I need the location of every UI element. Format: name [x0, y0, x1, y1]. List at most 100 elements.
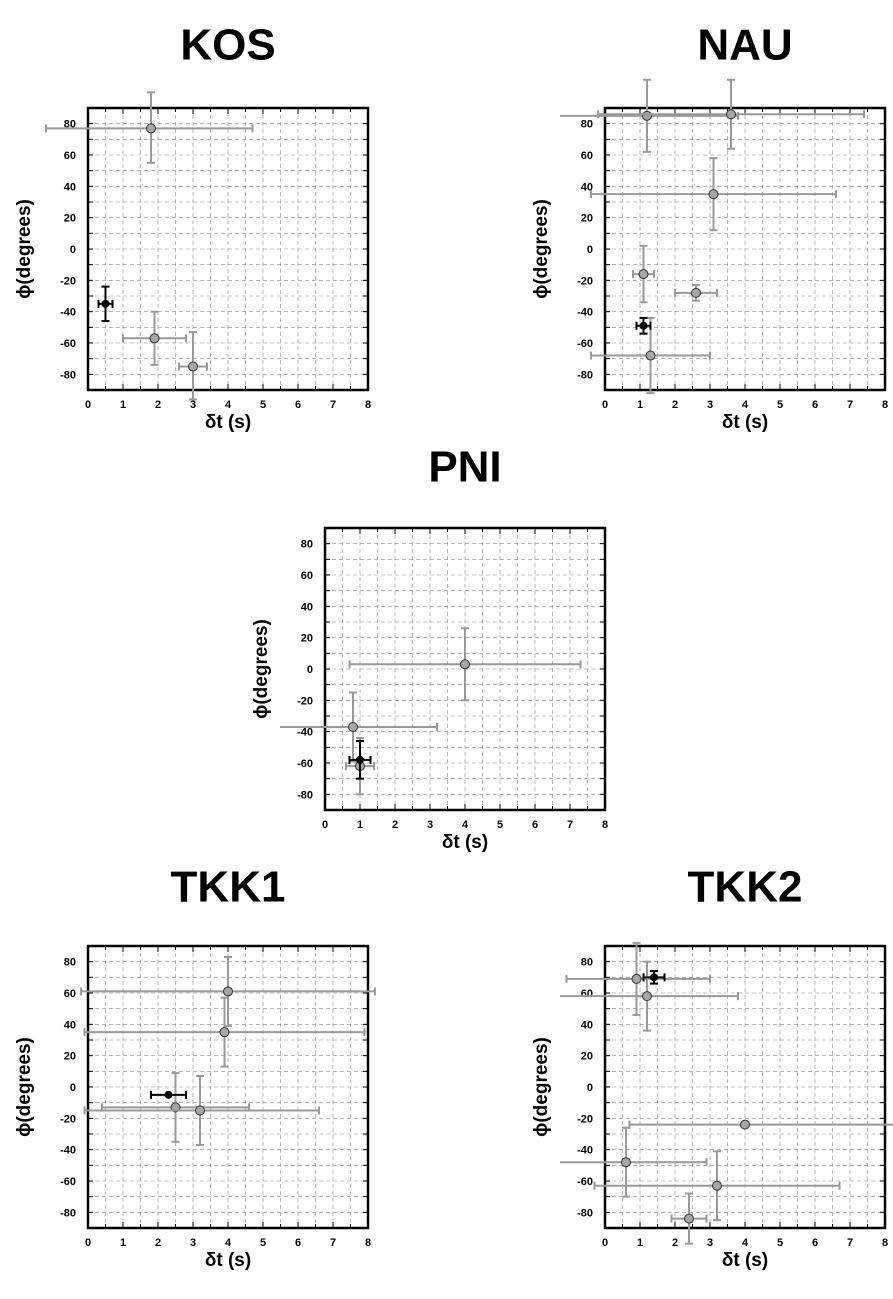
- y-tick-label: 60: [581, 150, 593, 162]
- x-tick-label: 8: [882, 399, 888, 411]
- y-tick-label: -60: [577, 338, 593, 350]
- data-point: [188, 361, 198, 372]
- data-point: [621, 1157, 631, 1168]
- x-tick-label: 0: [602, 1237, 608, 1249]
- y-tick-label: 0: [587, 244, 593, 256]
- x-tick-label: 5: [777, 1237, 783, 1249]
- y-tick-label: 60: [64, 150, 76, 162]
- x-tick-label: 3: [190, 1237, 196, 1249]
- x-axis-label: δt (s): [442, 832, 488, 853]
- y-tick-label: 80: [64, 119, 76, 131]
- y-tick-label: 40: [301, 601, 313, 613]
- y-tick-label: 80: [581, 957, 593, 969]
- x-tick-label: 5: [777, 399, 783, 411]
- data-point: [348, 721, 358, 732]
- panel-tkk2: TKK2 0 1 2 3 4 5 6 7 8 80 60 40 20 0 -20 -40 -60 -80 δt (s)…: [531, 863, 893, 1271]
- x-tick-label: 1: [120, 1237, 126, 1249]
- y-tick-label: 40: [581, 1019, 593, 1031]
- y-tick-label: -20: [577, 1113, 593, 1125]
- y-tick-label: 80: [581, 119, 593, 131]
- y-tick-label: -80: [577, 369, 593, 381]
- y-tick-label: -80: [60, 369, 76, 381]
- y-tick-label: 20: [301, 633, 313, 645]
- x-tick-label: 7: [847, 1237, 853, 1249]
- panel-title: NAU: [697, 21, 792, 70]
- y-tick-label: -40: [297, 727, 313, 739]
- x-tick-label: 4: [225, 399, 232, 411]
- x-tick-label: 2: [392, 819, 398, 831]
- data-point: [642, 991, 652, 1002]
- x-tick-label: 8: [602, 819, 608, 831]
- panel-title: TKK1: [171, 863, 286, 912]
- data-point: [149, 333, 160, 344]
- y-tick-label: -20: [60, 1113, 76, 1125]
- data-point: [146, 123, 156, 134]
- data-point: [219, 1027, 230, 1038]
- y-tick-label: -60: [60, 1176, 76, 1188]
- y-axis-label: ϕ(degrees): [531, 199, 552, 299]
- data-point-best: [101, 299, 110, 308]
- x-tick-label: 3: [707, 399, 713, 411]
- y-tick-label: 20: [581, 1051, 593, 1063]
- y-tick-label: 0: [587, 1082, 593, 1094]
- x-tick-label: 4: [225, 1237, 232, 1249]
- data-point: [708, 189, 719, 200]
- y-tick-label: -40: [60, 1145, 76, 1157]
- data-points: [80, 955, 376, 1146]
- x-tick-label: 5: [497, 819, 503, 831]
- y-tick-label: 60: [64, 988, 76, 1000]
- x-tick-label: 5: [260, 399, 266, 411]
- x-tick-label: 1: [637, 1237, 643, 1249]
- y-tick-label: -20: [60, 275, 76, 287]
- y-tick-label: 40: [581, 181, 593, 193]
- x-tick-label: 0: [85, 1237, 91, 1249]
- y-tick-label: 80: [64, 957, 76, 969]
- y-tick-label: 0: [307, 664, 313, 676]
- data-point: [684, 1213, 694, 1224]
- x-tick-label: 2: [672, 399, 678, 411]
- y-axis-label: ϕ(degrees): [14, 199, 35, 299]
- x-tick-label: 3: [190, 399, 196, 411]
- x-axis-label: δt (s): [722, 1250, 768, 1271]
- x-tick-label: 1: [357, 819, 363, 831]
- data-points: [560, 941, 893, 1245]
- x-tick-label: 6: [295, 1237, 301, 1249]
- y-tick-label: 80: [301, 539, 313, 551]
- x-tick-label: 7: [330, 1237, 336, 1249]
- x-tick-label: 0: [85, 399, 91, 411]
- x-tick-label: 5: [260, 1237, 266, 1249]
- x-tick-label: 8: [365, 1237, 371, 1249]
- panel-title: KOS: [180, 21, 275, 70]
- x-tick-label: 4: [462, 819, 469, 831]
- y-tick-label: 40: [64, 1019, 76, 1031]
- x-tick-label: 4: [742, 1237, 749, 1249]
- data-point: [223, 986, 233, 997]
- y-tick-label: 60: [301, 570, 313, 582]
- x-tick-label: 8: [365, 399, 371, 411]
- x-tick-label: 7: [567, 819, 573, 831]
- y-tick-label: -60: [297, 758, 313, 770]
- data-points: [280, 627, 582, 796]
- panel-title: TKK2: [688, 863, 803, 912]
- x-tick-label: 2: [155, 399, 161, 411]
- data-point-best: [639, 321, 648, 330]
- y-tick-label: -20: [297, 695, 313, 707]
- x-tick-label: 6: [295, 399, 301, 411]
- data-point: [195, 1105, 205, 1116]
- x-axis-label: δt (s): [205, 1250, 251, 1271]
- data-point: [631, 973, 642, 984]
- x-tick-label: 7: [330, 399, 336, 411]
- panel-kos: KOS 0 1 2 3 4 5 6 7 8 80 60 40 20 0 -20 -40 -60 -80 δt (s) ϕ…: [14, 21, 371, 433]
- y-tick-label: 0: [70, 244, 76, 256]
- x-tick-label: 4: [742, 399, 749, 411]
- data-point-best: [356, 755, 364, 764]
- x-axis-label: δt (s): [722, 412, 768, 433]
- y-tick-label: 0: [70, 1082, 76, 1094]
- x-tick-label: 0: [322, 819, 328, 831]
- data-point: [712, 1180, 722, 1191]
- y-tick-label: 20: [64, 1051, 76, 1063]
- data-points: [560, 78, 865, 395]
- x-axis-label: δt (s): [205, 412, 251, 433]
- y-tick-label: -40: [577, 307, 593, 319]
- x-tick-label: 1: [120, 399, 126, 411]
